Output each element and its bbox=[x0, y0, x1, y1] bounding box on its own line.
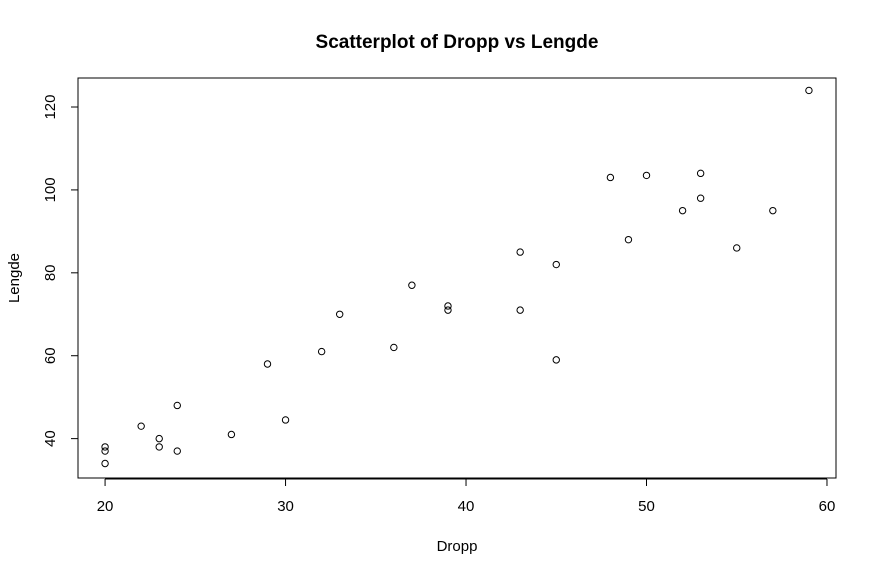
x-tick-label: 50 bbox=[638, 498, 655, 515]
data-point bbox=[624, 235, 633, 244]
x-tick-label: 20 bbox=[97, 498, 114, 515]
data-point bbox=[335, 310, 344, 318]
data-point bbox=[173, 401, 181, 410]
y-tick-label: 60 bbox=[42, 347, 59, 364]
data-point bbox=[696, 169, 705, 178]
data-point bbox=[101, 459, 109, 468]
data-point bbox=[155, 443, 163, 451]
data-point bbox=[101, 443, 109, 451]
data-point bbox=[173, 447, 181, 455]
data-point bbox=[317, 347, 326, 356]
y-tick-label: 40 bbox=[42, 430, 59, 447]
data-point bbox=[281, 416, 290, 424]
x-tick-label: 60 bbox=[819, 498, 836, 515]
x-tick-label: 30 bbox=[277, 498, 294, 515]
y-tick-label: 100 bbox=[42, 177, 59, 202]
data-point bbox=[516, 248, 524, 256]
data-point bbox=[733, 244, 741, 252]
data-points bbox=[101, 86, 813, 468]
data-point bbox=[101, 447, 109, 455]
y-axis-label: Lengde bbox=[6, 253, 23, 303]
data-point bbox=[769, 206, 777, 215]
data-point bbox=[805, 86, 813, 95]
data-point bbox=[263, 360, 272, 368]
y-tick-label: 80 bbox=[42, 264, 59, 281]
chart-title: Scatterplot of Dropp vs Lengde bbox=[316, 32, 599, 53]
data-point bbox=[390, 343, 398, 352]
y-tick-label: 120 bbox=[42, 94, 59, 119]
data-point bbox=[552, 356, 560, 364]
plot-area-border bbox=[77, 77, 837, 479]
data-point bbox=[606, 173, 615, 182]
y-axis: 40 60 80 100 120 bbox=[42, 94, 79, 447]
data-point bbox=[408, 281, 416, 289]
data-point bbox=[516, 306, 524, 314]
data-point bbox=[552, 260, 560, 269]
data-point bbox=[137, 422, 145, 430]
data-point bbox=[642, 171, 651, 180]
x-axis: 20 30 40 50 60 bbox=[97, 478, 836, 515]
data-point bbox=[155, 434, 163, 443]
data-point bbox=[227, 430, 236, 439]
x-tick-label: 40 bbox=[458, 498, 475, 515]
data-point bbox=[678, 206, 687, 215]
data-point bbox=[444, 302, 452, 310]
data-point bbox=[696, 194, 705, 202]
x-axis-label: Dropp bbox=[437, 538, 478, 555]
data-point bbox=[444, 306, 452, 314]
